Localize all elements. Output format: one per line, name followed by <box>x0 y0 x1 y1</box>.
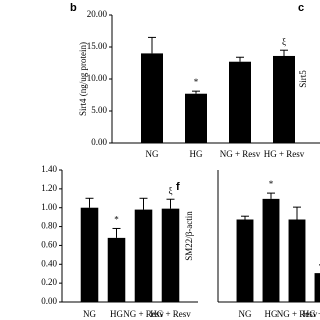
x-tick-label: NG <box>83 309 96 319</box>
bar <box>262 198 280 302</box>
x-tick-label: HG + Resv <box>264 149 305 159</box>
panel-label: c <box>298 2 304 14</box>
y-tick-label: 0.20 <box>41 277 57 287</box>
panel-label: f <box>176 181 180 193</box>
x-tick-label: HG <box>190 149 203 159</box>
bar <box>141 53 163 143</box>
y-tick-label: 0.40 <box>41 258 57 268</box>
x-tick-label: NG <box>239 309 252 319</box>
annotation: ξ <box>282 36 286 46</box>
y-tick-label: 0.80 <box>41 221 57 231</box>
annotation: * <box>114 215 119 225</box>
panel-label: b <box>70 2 77 14</box>
bar <box>185 93 207 143</box>
x-tick-label: NG + Resv <box>123 309 164 319</box>
x-tick-label: HG <box>110 309 123 319</box>
bar <box>161 208 180 302</box>
bar <box>273 55 295 143</box>
y-tick-label: 1.40 <box>41 164 57 174</box>
x-tick-label: NG + Resv <box>220 149 261 159</box>
annotation: * <box>269 179 274 189</box>
y-tick-label: 15.00 <box>87 41 108 51</box>
y-tick-label: 5.00 <box>91 105 107 115</box>
y-tick-label: 0.60 <box>41 239 57 249</box>
x-tick-label: HG <box>265 309 278 319</box>
y-axis-label: Sirt5 <box>298 70 308 88</box>
annotation: ξ <box>168 185 172 195</box>
y-axis-label: SM22/β-actin <box>184 211 194 261</box>
bar <box>229 61 251 143</box>
bar <box>80 207 99 302</box>
y-tick-label: 10.00 <box>87 73 108 83</box>
y-tick-label: 1.20 <box>41 183 57 193</box>
bar <box>288 219 306 302</box>
x-tick-label: HG + Resv <box>303 309 320 319</box>
x-tick-label: NG + Resv <box>277 309 318 319</box>
bar <box>107 237 126 302</box>
y-tick-label: 1.00 <box>41 202 57 212</box>
y-tick-label: 0.00 <box>41 296 57 306</box>
bar <box>236 219 254 302</box>
x-tick-label: NG <box>146 149 159 159</box>
y-axis-label: Sirt4 (ng/ug protein) <box>78 42 88 116</box>
x-tick-label: HG + Resv <box>150 309 191 319</box>
bar <box>314 273 320 302</box>
y-tick-label: 20.00 <box>87 9 108 19</box>
annotation: * <box>194 77 199 87</box>
bar <box>134 209 153 302</box>
y-tick-label: 0.00 <box>91 137 107 147</box>
